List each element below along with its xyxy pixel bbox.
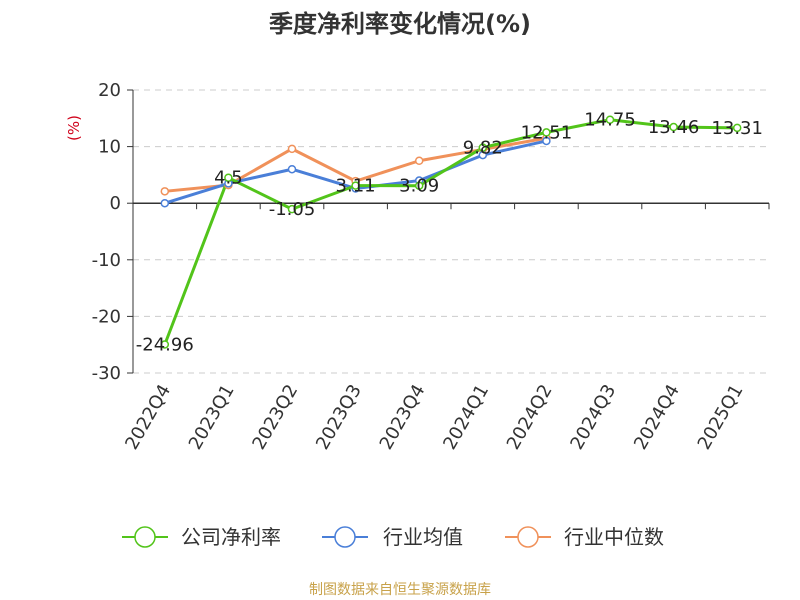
x-tick-label: 2024Q1 — [439, 381, 493, 453]
y-tick-label: -20 — [92, 306, 121, 327]
data-point-1 — [542, 136, 551, 146]
y-tick-labels: 20 10 0 -10 -20 -30 — [92, 80, 121, 384]
y-tick-label: -10 — [92, 250, 121, 271]
x-tick-label: 2023Q2 — [248, 381, 302, 453]
x-tick-label: 2023Q1 — [185, 381, 239, 453]
data-point-0 — [605, 115, 615, 124]
x-tick-label: 2022Q4 — [121, 381, 175, 453]
x-tick-label: 2024Q4 — [630, 381, 684, 453]
x-tick-label: 2023Q4 — [376, 381, 430, 453]
data-label: 12.51 — [521, 122, 573, 143]
data-point-0 — [542, 128, 551, 137]
data-label: 13.31 — [711, 118, 763, 139]
data-point-2 — [287, 144, 297, 154]
series-points — [160, 115, 742, 349]
chart-title: 季度净利率变化情况(%) — [269, 10, 531, 38]
data-point-0 — [160, 340, 170, 349]
x-tick-label: 2023Q3 — [312, 381, 366, 453]
data-point-0 — [478, 143, 488, 152]
legend-swatch-marker — [334, 526, 356, 548]
legend-swatch-marker — [134, 526, 156, 548]
data-point-0 — [287, 204, 297, 214]
data-label: 9.82 — [463, 138, 503, 159]
data-point-0 — [224, 173, 233, 182]
x-tick-label: 2024Q2 — [503, 381, 557, 453]
data-label: 3.11 — [336, 176, 376, 197]
source-note: 制图数据来自恒生聚源数据库 — [309, 582, 491, 598]
legend-label: 行业中位数 — [564, 525, 664, 549]
y-tick-label: 0 — [110, 193, 121, 214]
x-tick-label: 2024Q3 — [566, 381, 620, 453]
data-point-0 — [351, 181, 360, 190]
legend[interactable]: 公司净利率 行业均值 行业中位数 — [122, 525, 664, 549]
legend-label: 公司净利率 — [181, 525, 281, 549]
x-tick-label: 2025Q1 — [694, 381, 748, 453]
data-point-1 — [287, 164, 297, 174]
series-lines — [163, 118, 738, 346]
data-point-2 — [160, 187, 170, 196]
axes — [127, 89, 770, 374]
y-tick-label: 10 — [98, 137, 121, 158]
y-tick-label: -30 — [92, 363, 121, 384]
data-label: 3.09 — [399, 176, 439, 197]
data-label: 14.75 — [584, 110, 636, 131]
legend-label: 行业均值 — [383, 525, 463, 549]
data-label: 13.46 — [648, 117, 700, 138]
grid-lines — [133, 89, 769, 374]
y-axis-label: (%) — [65, 115, 83, 141]
data-point-2 — [414, 156, 424, 165]
data-label: -1.05 — [269, 199, 316, 220]
data-point-0 — [414, 181, 424, 190]
series-line-0 — [163, 118, 738, 346]
data-point-0 — [669, 122, 678, 132]
legend-item[interactable]: 行业均值 — [322, 525, 463, 549]
data-labels: -24.96 4.5 -1.05 3.11 3.09 9.82 12.51 14.75 13.4… — [136, 110, 763, 356]
legend-item[interactable]: 行业中位数 — [505, 525, 664, 549]
data-point-0 — [732, 123, 742, 133]
data-label: 4.5 — [214, 168, 243, 189]
x-tick-labels: 2022Q4 2023Q1 2023Q2 2023Q3 2023Q4 2024Q1 2024… — [121, 381, 747, 453]
data-label: -24.96 — [136, 334, 194, 355]
legend-item[interactable]: 公司净利率 — [122, 525, 281, 549]
legend-swatch-marker — [517, 526, 539, 548]
data-point-1 — [160, 198, 170, 208]
y-tick-label: 20 — [98, 80, 121, 101]
